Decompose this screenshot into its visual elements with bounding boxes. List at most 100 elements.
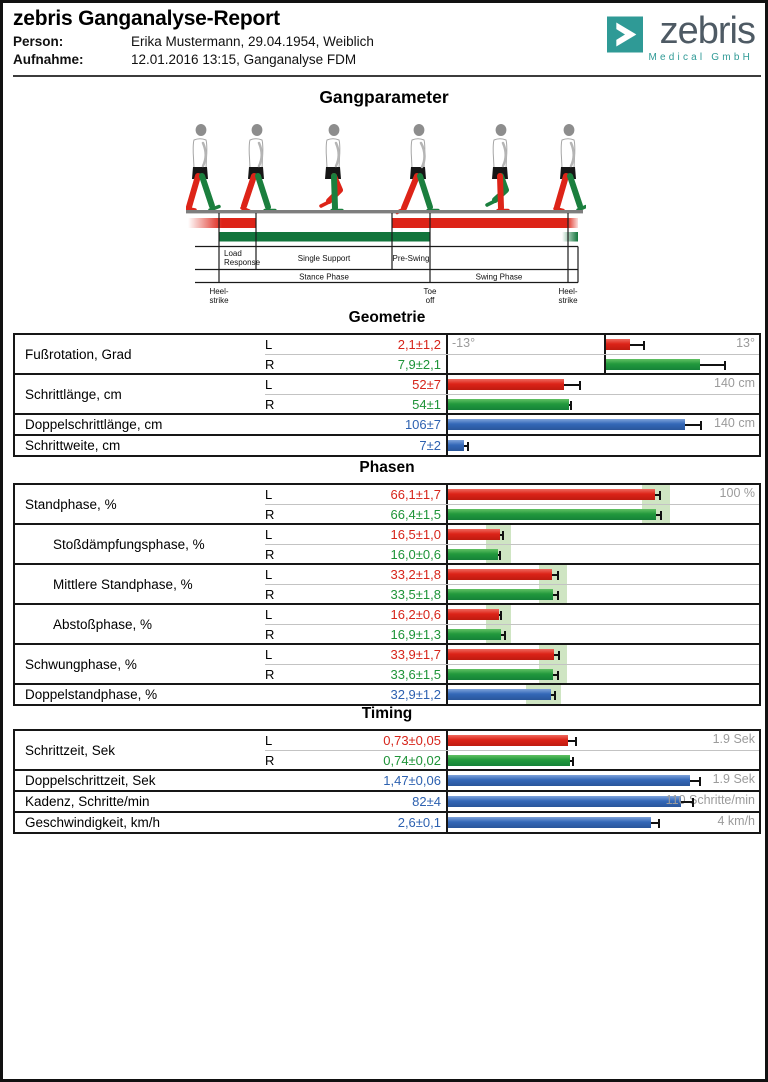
data-bar	[448, 440, 464, 451]
geometrie-table: Fußrotation, Grad L 2,1±1,2 -13° 13° R 7,9±2,1…	[13, 333, 761, 457]
timing-table: Schrittzeit, Sek L 0,73±0,05 1.9 Sek R 0,74±0…	[13, 729, 761, 834]
parameter-label: Geschwindigkeit, km/h	[25, 815, 161, 830]
person-value: Erika Mustermann, 29.04.1954, Weiblich	[131, 34, 374, 49]
parameter-group: Doppelschrittzeit, Sek 1,47±0,06 1.9 Sek	[15, 769, 759, 790]
error-whisker	[654, 494, 661, 496]
section-title-timing: Timing	[361, 705, 413, 722]
measurement-row: R 33,5±1,8	[265, 584, 759, 603]
parameter-group: Schrittzeit, Sek L 0,73±0,05 1.9 Sek R 0,74±0…	[15, 731, 759, 769]
parameter-entries: L 33,9±1,7 R 33,6±1,5	[265, 645, 759, 683]
phase-grid	[195, 213, 579, 284]
section-title-geometrie: Geometrie	[348, 309, 426, 326]
parameter-label: Fußrotation, Grad	[25, 346, 132, 362]
axis-max-label: 1.9 Sek	[712, 772, 755, 786]
gait-cycle-diagram: Load Response Single Support Pre-Swing S…	[186, 124, 586, 305]
measurement-row: 2,6±0,1 4 km/h	[265, 813, 759, 832]
side-label	[265, 685, 291, 704]
value-text: 1,47±0,06	[383, 773, 441, 788]
parameter-label: Kadenz, Schritte/min	[25, 794, 150, 809]
measurement-row: R 16,9±1,3	[265, 624, 759, 643]
walking-figure-4	[395, 124, 440, 215]
event-label-heel-strike-2-line2: strike	[558, 296, 578, 305]
error-whisker	[681, 801, 693, 803]
value-text: 82±4	[412, 794, 441, 809]
parameter-group: Doppelschrittlänge, cm 106±7 140 cm	[15, 413, 759, 434]
phase-label-stance-phase: Stance Phase	[299, 273, 349, 282]
data-bar	[448, 489, 655, 500]
axis-max-label: 100 %	[719, 486, 755, 500]
error-whisker	[629, 344, 645, 346]
error-whisker	[568, 404, 571, 406]
value-text: 32,9±1,2	[390, 687, 441, 702]
value-text: 33,5±1,8	[390, 587, 441, 602]
value-text: 33,6±1,5	[390, 667, 441, 682]
zero-axis-line	[603, 335, 606, 354]
measurement-row: L 0,73±0,05 1.9 Sek	[265, 731, 759, 750]
measurement-row: 7±2	[265, 436, 759, 455]
side-label: R	[265, 667, 275, 682]
parameter-group: Standphase, % L 66,1±1,7 100 % R 66,4±1,5	[15, 485, 759, 523]
parameter-label: Doppelschrittzeit, Sek	[25, 773, 156, 788]
value-text: 7±2	[419, 438, 441, 453]
header-divider	[13, 75, 761, 77]
side-label: R	[265, 627, 275, 642]
parameter-entries: 32,9±1,2	[265, 685, 759, 704]
phase-label-single-support: Single Support	[298, 254, 351, 263]
error-whisker	[651, 822, 660, 824]
parameter-label: Abstoßphase, %	[53, 616, 153, 632]
parameter-label: Schrittzeit, Sek	[25, 742, 116, 758]
parameter-label: Doppelstandphase, %	[25, 687, 158, 702]
measurement-row: L 66,1±1,7 100 %	[265, 485, 759, 504]
error-whisker	[655, 514, 661, 516]
error-whisker-cap	[572, 756, 575, 766]
bar-chart-cell: 1.9 Sek	[446, 731, 759, 750]
parameter-group: Doppelstandphase, % 32,9±1,2	[15, 683, 759, 704]
error-whisker	[564, 384, 580, 386]
data-bar	[448, 755, 570, 766]
bar-chart-cell: 100 %	[446, 485, 759, 504]
logo-brand-text: zebris	[659, 10, 756, 52]
error-whisker	[699, 364, 725, 366]
page-title: Gangparameter	[319, 87, 449, 107]
measurement-row: R 0,74±0,02	[265, 750, 759, 769]
measurement-row: L 2,1±1,2 -13° 13°	[265, 335, 759, 354]
parameter-entries: L 16,2±0,6 R 16,9±1,3	[265, 605, 759, 643]
parameter-entries: 7±2	[265, 436, 759, 455]
value-text: 66,1±1,7	[390, 487, 441, 502]
data-bar	[448, 735, 569, 746]
walking-figure-3	[319, 124, 344, 213]
axis-max-label: 1.9 Sek	[712, 732, 755, 746]
zebris-logo-icon	[607, 16, 644, 53]
error-whisker-cap	[699, 776, 702, 786]
value-text: 16,0±0,6	[390, 547, 441, 562]
parameter-label: Standphase, %	[25, 496, 117, 512]
measurement-row: R 7,9±2,1	[265, 354, 759, 373]
data-bar	[448, 379, 565, 390]
parameter-label: Schwungphase, %	[25, 656, 137, 672]
measurement-row: R 33,6±1,5	[265, 664, 759, 683]
value-text: 16,9±1,3	[390, 627, 441, 642]
side-label: L	[265, 567, 273, 582]
bar-chart-cell	[446, 665, 759, 683]
value-text: 7,9±2,1	[397, 357, 441, 372]
error-whisker-cap	[557, 590, 560, 600]
data-bar	[448, 817, 652, 828]
phase-label-pre-swing: Pre-Swing	[393, 254, 430, 263]
side-label: L	[265, 377, 273, 392]
parameter-group: Schrittlänge, cm L 52±7 140 cm R 54±1	[15, 373, 759, 413]
data-bar	[448, 629, 501, 640]
side-label	[265, 792, 291, 811]
data-bar	[448, 689, 551, 700]
parameter-label: Doppelschrittlänge, cm	[25, 417, 163, 432]
recording-label: Aufnahme:	[13, 52, 84, 67]
measurement-row: L 16,5±1,0	[265, 525, 759, 544]
data-bar	[448, 775, 691, 786]
error-whisker	[684, 424, 701, 426]
data-bar	[448, 399, 569, 410]
parameter-label: Schrittlänge, cm	[25, 386, 122, 402]
measurement-row: L 33,9±1,7	[265, 645, 759, 664]
logo-subtitle-text: Medical GmbH	[648, 52, 753, 63]
data-bar	[448, 609, 499, 620]
bar-chart-cell	[446, 685, 759, 704]
